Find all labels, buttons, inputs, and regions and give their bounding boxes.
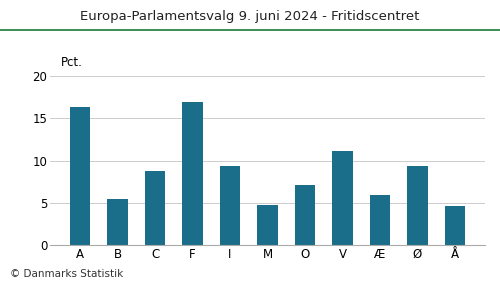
Bar: [220, 166, 240, 245]
Bar: [257, 205, 278, 245]
Bar: [182, 102, 203, 245]
Bar: [332, 151, 353, 245]
Bar: [70, 107, 90, 245]
Bar: [108, 199, 128, 245]
Bar: [444, 206, 465, 245]
Bar: [144, 171, 166, 245]
Text: © Danmarks Statistik: © Danmarks Statistik: [10, 269, 123, 279]
Text: Pct.: Pct.: [62, 56, 83, 69]
Bar: [407, 166, 428, 245]
Text: Europa-Parlamentsvalg 9. juni 2024 - Fritidscentret: Europa-Parlamentsvalg 9. juni 2024 - Fri…: [80, 10, 419, 23]
Bar: [294, 185, 316, 245]
Bar: [370, 195, 390, 245]
